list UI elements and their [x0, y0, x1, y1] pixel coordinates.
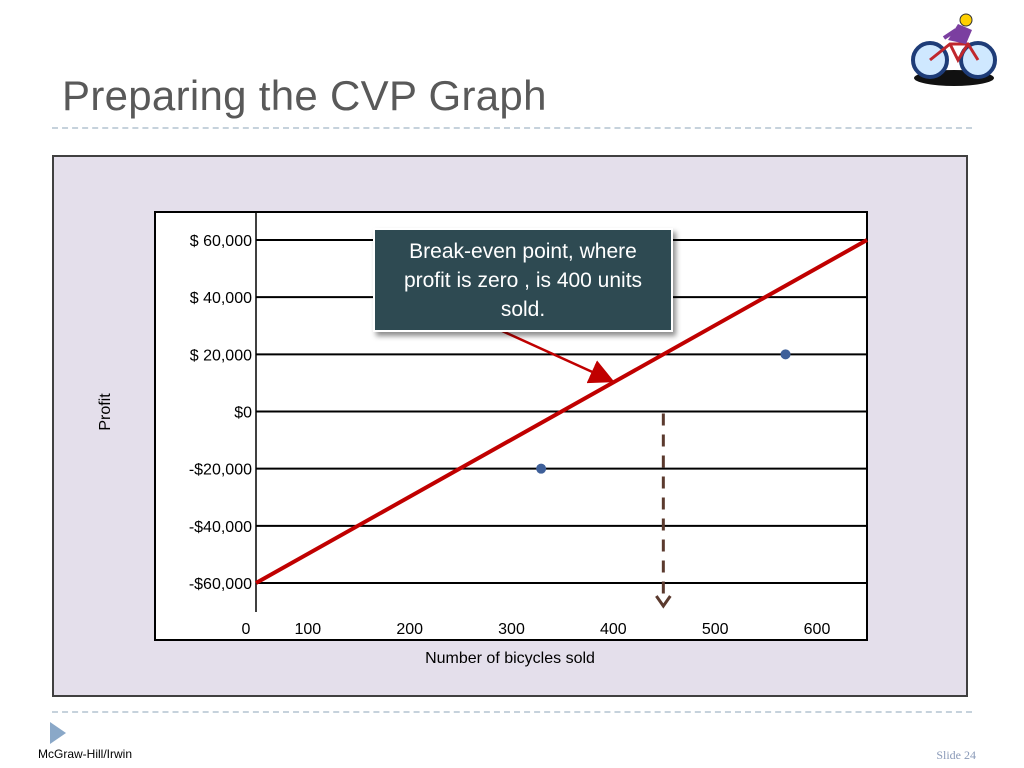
y-tick-label: $ 20,000: [190, 347, 252, 364]
y-axis-title: Profit: [97, 393, 114, 431]
breakeven-callout: Break-even point, where profit is zero ,…: [373, 228, 673, 332]
title-divider: [52, 127, 972, 129]
callout-pointer: [499, 328, 615, 384]
x-tick-label: 300: [498, 621, 525, 638]
data-point-marker: [536, 463, 547, 474]
x-tick-label: 0: [242, 621, 251, 638]
slide-title: Preparing the CVP Graph: [62, 72, 547, 119]
y-tick-label: -$40,000: [189, 519, 252, 536]
y-tick-label: $ 60,000: [190, 233, 252, 250]
x-tick-label: 400: [600, 621, 627, 638]
x-tick-label: 500: [702, 621, 729, 638]
profit-line: [255, 238, 868, 585]
slide-number: Slide 24: [936, 748, 976, 762]
x-axis-title: Number of bicycles sold: [425, 650, 595, 667]
y-tick-label: $ 40,000: [190, 290, 252, 307]
y-tick-label: -$20,000: [189, 462, 252, 479]
footer-publisher: McGraw-Hill/Irwin: [38, 747, 132, 761]
cyclist-clipart-icon: [911, 13, 997, 86]
breakeven-callout-text: Break-even point, where profit is zero ,…: [403, 239, 643, 321]
y-tick-label: $0: [234, 405, 252, 422]
x-tick-label: 600: [804, 621, 831, 638]
x-tick-label: 100: [294, 621, 321, 638]
footer-divider: [52, 711, 972, 713]
breakeven-arrowhead: [655, 595, 672, 609]
y-tick-label: -$60,000: [189, 576, 252, 593]
data-point-marker: [780, 349, 791, 360]
x-tick-label: 200: [396, 621, 423, 638]
nav-arrow-icon[interactable]: [50, 722, 66, 744]
